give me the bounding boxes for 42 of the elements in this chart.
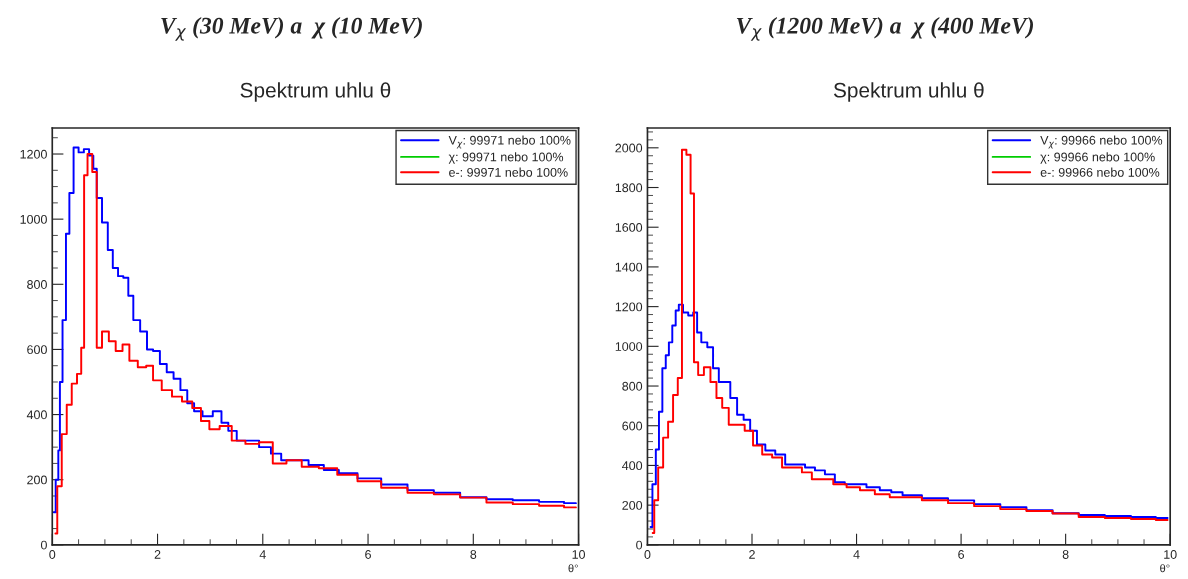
x-tick-label: 4 [259, 550, 266, 559]
chart-subtitle: Spektrum uhlu θ [240, 82, 391, 102]
y-tick-label: 1200 [20, 149, 47, 159]
y-tick-label: 1000 [615, 342, 643, 351]
legend-label: V$_{χ}$: 99966 nebo 100% [1040, 135, 1163, 149]
y-tick-label: 1600 [615, 223, 643, 232]
y-tick-label: 2000 [615, 143, 643, 153]
legend-label: χ: 99966 nebo 100% [1040, 152, 1155, 164]
x-tick-label: 8 [470, 550, 477, 559]
y-tick-label: 1200 [615, 302, 643, 312]
x-tick-label: 8 [1062, 550, 1069, 559]
y-tick-label: 200 [27, 475, 47, 485]
y-tick-label: 1800 [615, 183, 643, 193]
legend-label: e-: 99966 nebo 100% [1040, 167, 1160, 177]
y-tick-label: 800 [27, 280, 47, 289]
x-tick-label: 6 [365, 550, 371, 559]
y-tick-label: 800 [622, 381, 643, 391]
y-tick-label: 1000 [20, 214, 47, 224]
y-tick-label: 400 [26, 410, 47, 420]
legend-label: V$_{χ}$: 99971 nebo 100% [448, 135, 571, 149]
x-tick-label: 6 [958, 550, 965, 559]
x-axis-title: θ° [568, 564, 578, 573]
y-tick-label: 0 [40, 540, 47, 550]
x-tick-label: 10 [572, 550, 586, 559]
y-tick-label: 600 [27, 345, 47, 355]
x-tick-label: 0 [49, 550, 56, 559]
y-tick-label: 0 [636, 540, 643, 550]
x-tick-label: 0 [644, 550, 651, 559]
x-tick-label: 2 [749, 550, 755, 559]
legend-label: e-: 99971 nebo 100% [449, 167, 568, 177]
y-tick-label: 1400 [615, 262, 643, 272]
chart-title: V$_{χ}$ (30 MeV) a χ (10 MeV) [161, 17, 422, 41]
legend-label: χ: 99971 nebo 100% [448, 152, 564, 164]
x-tick-label: 10 [1164, 550, 1177, 559]
y-tick-label: 200 [622, 500, 643, 510]
y-tick-label: 400 [622, 461, 643, 471]
chart-title: V$_{χ}$ (1200 MeV) a χ (400 MeV) [736, 17, 1034, 41]
chart-subtitle: Spektrum uhlu θ [833, 82, 984, 102]
x-tick-label: 2 [154, 550, 161, 559]
y-tick-label: 600 [622, 421, 643, 431]
x-tick-label: 4 [853, 550, 860, 559]
x-axis-title: θ° [1160, 564, 1170, 573]
